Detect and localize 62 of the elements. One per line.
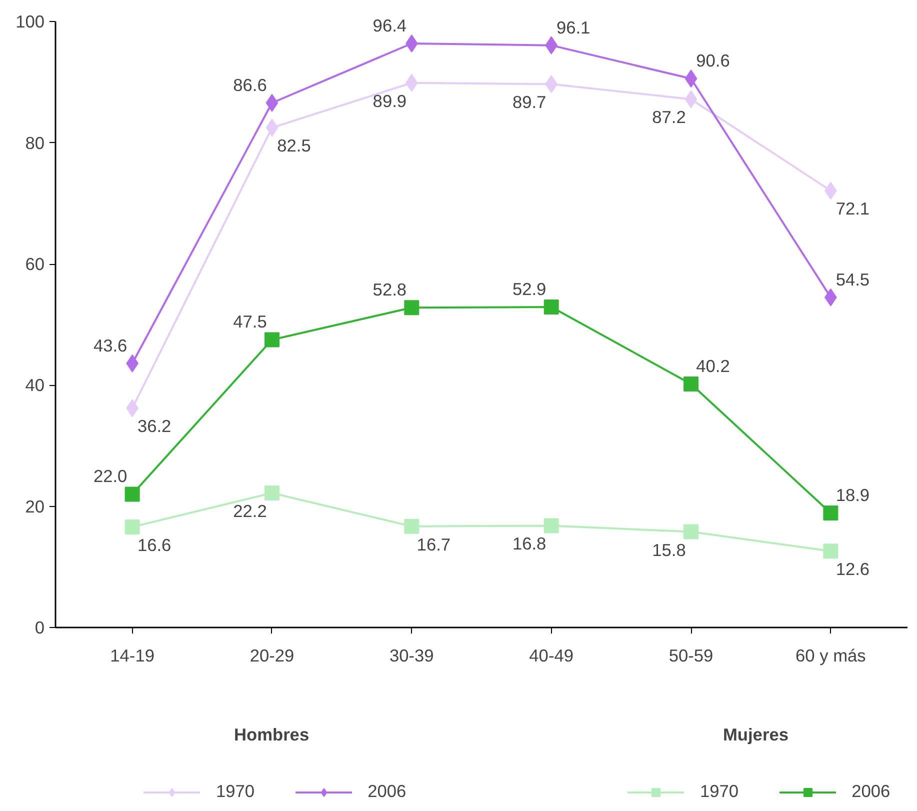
point: [684, 524, 699, 540]
x-tick-label: 60 y más: [796, 646, 866, 666]
point: [404, 518, 420, 534]
x-tick-label: 50-59: [668, 646, 714, 666]
x-tick-label: 14-19: [110, 646, 154, 666]
data-label: 22.0: [93, 466, 128, 486]
data-label: 96.4: [372, 16, 407, 36]
point: [684, 376, 699, 392]
point: [266, 118, 278, 137]
point: [266, 94, 278, 112]
point: [124, 519, 140, 534]
data-label: 90.6: [696, 50, 730, 71]
data-label: 16.6: [137, 534, 172, 555]
data-label: 15.8: [652, 540, 686, 560]
point: [823, 544, 838, 559]
data-label: 22.2: [233, 501, 267, 522]
y-tick-label: 0: [34, 618, 45, 638]
data-label: 12.6: [836, 559, 870, 580]
y-tick-label: 100: [16, 12, 45, 32]
y-tick-label: 80: [25, 132, 45, 153]
legend-label: 1970: [216, 781, 255, 802]
point: [545, 75, 558, 94]
point: [264, 332, 280, 348]
x-tick-label: 40-49: [529, 646, 574, 666]
point: [264, 486, 280, 501]
data-label: 52.9: [512, 279, 546, 300]
data-label: 54.5: [836, 269, 870, 290]
x-tick-label: 30-39: [390, 646, 434, 666]
y-tick-label: 40: [25, 375, 45, 396]
legend-label: 1970: [700, 781, 739, 802]
point: [684, 70, 698, 88]
point: [124, 486, 140, 502]
y-tick-label: 60: [25, 254, 45, 274]
legend-label: 2006: [368, 781, 406, 802]
data-label: 47.5: [233, 312, 267, 332]
data-label: 89.7: [512, 92, 546, 112]
y-tick-label: 20: [25, 496, 45, 516]
point: [404, 300, 420, 316]
point: [545, 36, 558, 54]
text: Hombres: [234, 724, 310, 744]
data-label: 16.8: [512, 534, 546, 554]
data-label: 36.2: [137, 416, 172, 436]
point: [823, 506, 838, 521]
data-label: 16.7: [416, 534, 451, 554]
point: [405, 74, 418, 92]
point: [544, 300, 559, 315]
data-label: 18.9: [836, 485, 870, 506]
text: Mujeres: [722, 724, 788, 744]
data-label: 72.1: [836, 198, 870, 219]
legend-label: 2006: [852, 781, 890, 802]
data-label: 86.6: [233, 74, 267, 95]
data-label: 89.9: [372, 90, 407, 111]
point: [544, 518, 559, 534]
point: [405, 34, 418, 53]
x-tick-label: 20-29: [250, 646, 294, 666]
point: [684, 90, 698, 108]
data-label: 82.5: [277, 136, 311, 156]
data-label: 96.1: [556, 17, 590, 38]
data-label: 40.2: [696, 356, 730, 376]
data-label: 52.8: [372, 280, 407, 300]
data-label: 87.2: [652, 107, 686, 128]
data-label: 43.6: [93, 335, 128, 356]
